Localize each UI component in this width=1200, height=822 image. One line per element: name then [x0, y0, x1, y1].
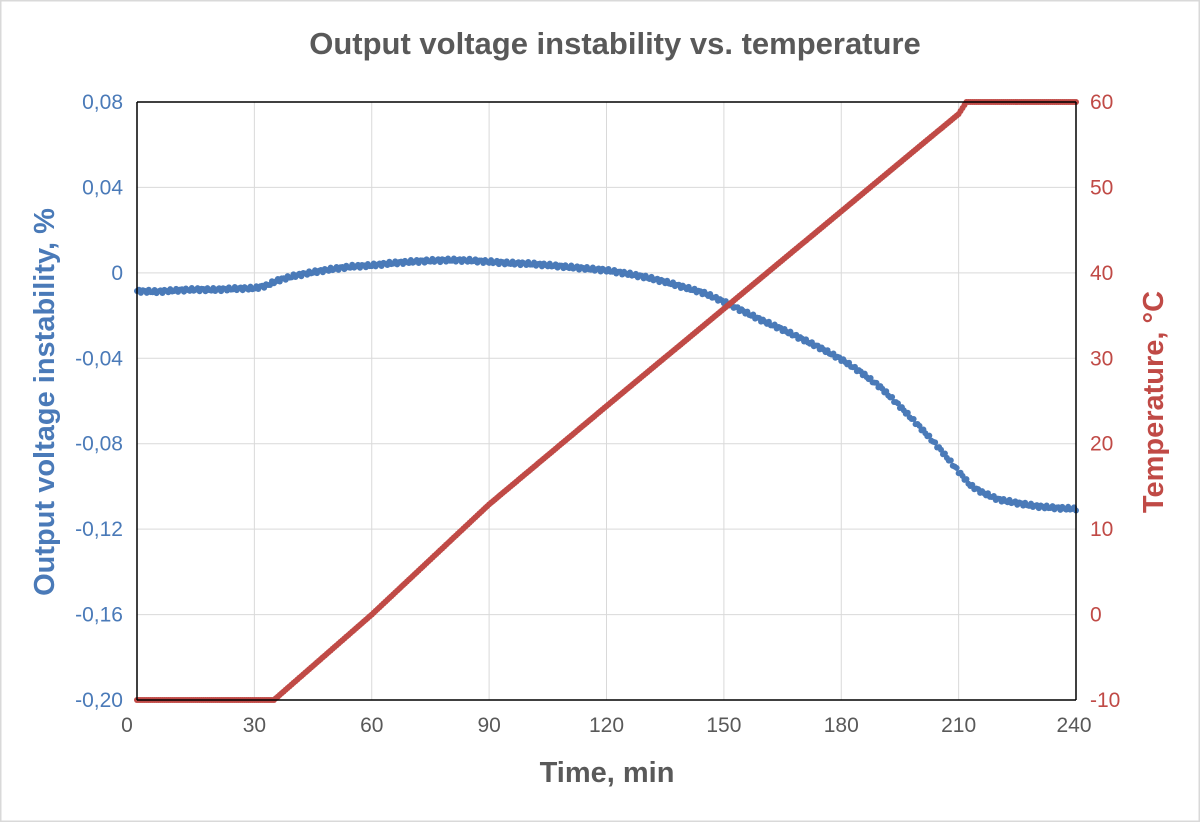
y-left-tick-label: -0,16: [75, 604, 123, 627]
y-left-tick-label: 0: [111, 262, 123, 285]
x-tick-label: 60: [360, 714, 383, 737]
series-layer: [134, 99, 1079, 703]
x-tick-label: 30: [243, 714, 266, 737]
y-left-tick-label: -0,08: [75, 433, 123, 456]
y-right-tick-label: 0: [1090, 604, 1102, 627]
instability-point: [926, 432, 933, 439]
x-tick-label: 0: [121, 714, 133, 737]
instability-point: [947, 457, 954, 464]
instability-point: [916, 422, 923, 429]
y-right-tick-label: -10: [1090, 689, 1120, 712]
x-tick-label: 90: [477, 714, 500, 737]
y-right-tick-label: 20: [1090, 433, 1113, 456]
x-tick-label: 120: [589, 714, 624, 737]
instability-point: [963, 476, 970, 483]
y-left-tick-label: -0,04: [75, 347, 123, 370]
instability-point: [894, 400, 901, 407]
x-tick-label: 210: [941, 714, 976, 737]
instability-point: [953, 464, 960, 471]
instability-point: [867, 374, 874, 381]
y-axis-right-title: Temperature, °C: [1138, 291, 1170, 513]
y-left-tick-label: 0,04: [82, 176, 123, 199]
series-temperature: [134, 99, 1079, 703]
instability-point: [910, 416, 917, 423]
instability-point: [904, 409, 911, 416]
series-instability: [134, 255, 1079, 514]
y-left-tick-label: 0,08: [82, 91, 123, 114]
y-right-tick-label: 50: [1090, 176, 1113, 199]
gridlines: [136, 101, 1077, 701]
instability-point: [889, 394, 896, 401]
axes: [136, 101, 1077, 701]
y-right-tick-label: 60: [1090, 91, 1113, 114]
x-tick-label: 180: [824, 714, 859, 737]
x-axis-title: Time, min: [540, 757, 675, 789]
y-left-tick-label: -0,12: [75, 518, 123, 541]
instability-point: [932, 439, 939, 446]
y-right-tick-label: 30: [1090, 347, 1113, 370]
y-right-tick-label: 10: [1090, 518, 1113, 541]
y-axis-left-title: Output voltage instability, %: [29, 208, 61, 596]
x-tick-label: 240: [1056, 714, 1091, 737]
y-left-tick-label: -0,20: [75, 689, 123, 712]
tick-labels: 0 30 60 90 120 150 180 210 240 0,08 0,04 0 -0,04 -0,0…: [75, 91, 1120, 737]
y-right-tick-label: 40: [1090, 262, 1113, 285]
x-tick-label: 150: [706, 714, 741, 737]
chart-title: Output voltage instability vs. temperatu…: [309, 26, 921, 61]
